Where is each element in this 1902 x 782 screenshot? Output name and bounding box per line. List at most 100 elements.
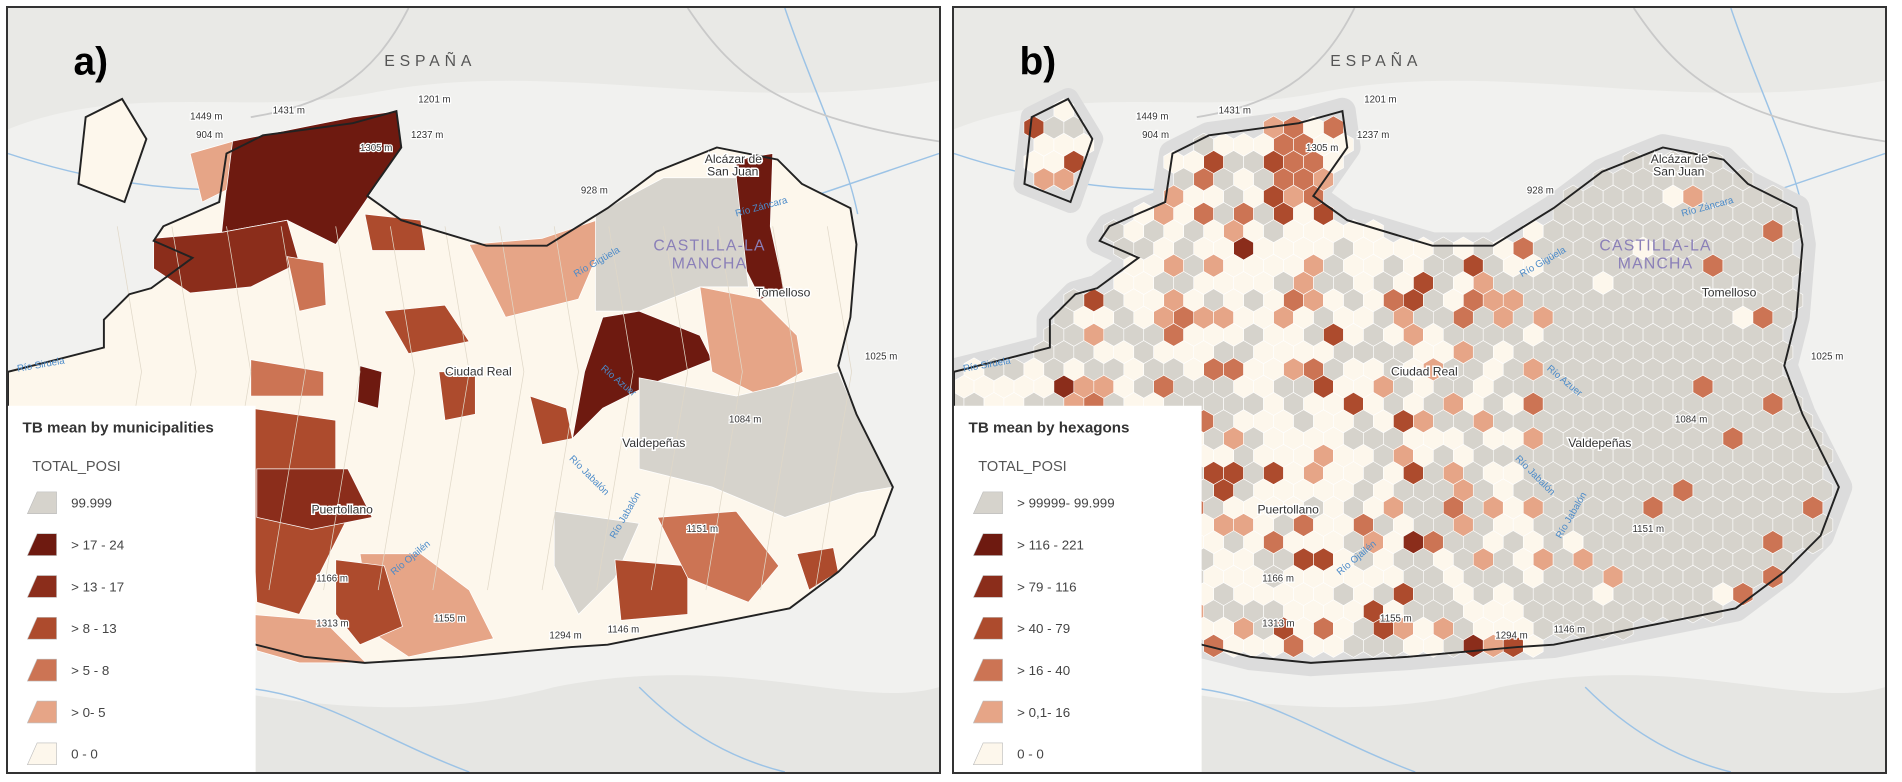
elevation-label: 1237 m (1357, 130, 1389, 141)
relief (8, 8, 939, 130)
road (1632, 8, 1885, 143)
municipal-border (760, 226, 798, 591)
region-label: CASTILLA-LA (653, 238, 765, 255)
elevation-label: 1305 m (1306, 143, 1338, 154)
place-label: Ciudad Real (1391, 364, 1458, 378)
legend-item-label: 0 - 0 (71, 747, 98, 762)
elevation-label: 1305 m (360, 143, 392, 154)
municipal-border (650, 226, 689, 591)
river (226, 686, 470, 772)
legend-swatch (26, 617, 57, 640)
place-label: Puertollano (311, 503, 373, 517)
region-label: CASTILLA-LA (1599, 238, 1711, 255)
enclave (78, 98, 147, 203)
region-label: MANCHA (672, 256, 748, 273)
hexagon (1612, 616, 1634, 641)
legend-item-label: > 0,1- 16 (1017, 705, 1070, 720)
enclave-border (77, 97, 148, 204)
elevation-label: 1431 m (273, 106, 305, 117)
hexagon (1702, 599, 1724, 624)
legend-field: TOTAL_POSI (978, 459, 1066, 475)
legend-swatch (26, 700, 57, 724)
panel-label: b) (1020, 41, 1057, 84)
road (250, 8, 410, 119)
elevation-label: 1294 m (549, 631, 581, 642)
place-label: Valdepeñas (622, 436, 685, 450)
elevation-label: 1155 m (434, 614, 466, 625)
place-label: Alcázar de (705, 152, 763, 166)
panel-label: a) (74, 41, 109, 84)
municipal-border (596, 226, 634, 591)
elevation-label: 1025 m (865, 352, 897, 363)
elevation-label: 904 m (196, 130, 223, 141)
elevation-label: 1146 m (1554, 625, 1586, 636)
place-label: Ciudad Real (445, 364, 512, 378)
elevation-label: 1237 m (411, 130, 443, 141)
municipality (638, 371, 894, 518)
river (1584, 686, 1732, 772)
elevation-label: 1449 m (190, 112, 222, 123)
municipality (335, 559, 403, 646)
municipal-border (377, 226, 415, 591)
legend-swatch (26, 491, 57, 514)
legend-swatch (972, 700, 1003, 724)
legend-swatch (972, 491, 1003, 514)
elevation-label: 1166 m (1262, 574, 1294, 585)
municipality (250, 359, 324, 397)
legend: TB mean by municipalities TOTAL_POSI 99.99… (8, 405, 256, 772)
elevation-label: 1155 m (1380, 614, 1412, 625)
legend-swatch (26, 533, 57, 556)
legend-item-label: > 99999- 99.999 (1017, 496, 1115, 511)
municipal-border (541, 226, 579, 591)
elevation-label: 1084 m (1675, 415, 1707, 426)
legend-item-label: > 5 - 8 (71, 663, 109, 678)
legend-title: TB mean by hexagons (969, 419, 1130, 436)
legend-swatch (26, 575, 57, 598)
municipality (529, 395, 573, 445)
hexagon (1053, 167, 1075, 192)
river (638, 686, 786, 772)
elevation-label: 904 m (1142, 130, 1169, 141)
place-label: Alcázar de (1651, 152, 1709, 166)
elevation-label: 1294 m (1495, 631, 1527, 642)
municipal-border (268, 226, 306, 591)
municipal-border (432, 226, 470, 591)
municipality (153, 219, 300, 294)
elevation-label: 1151 m (687, 524, 719, 535)
legend-item-label: > 16 - 40 (1017, 663, 1070, 678)
municipality (438, 371, 476, 421)
municipality (364, 213, 426, 251)
municipal-border (814, 226, 852, 591)
place-label: Valdepeñas (1568, 436, 1631, 450)
elevation-label: 1201 m (1364, 95, 1396, 106)
place-label: Puertollano (1257, 503, 1319, 517)
municipality (699, 286, 804, 397)
elevation-label: 928 m (1527, 186, 1554, 197)
legend-swatch (972, 575, 1003, 598)
elevation-label: 1084 m (729, 415, 761, 426)
legend-title: TB mean by municipalities (23, 419, 214, 436)
country-label: ESPAÑA (1330, 50, 1422, 70)
legend-swatch (26, 742, 57, 766)
municipality (595, 177, 749, 312)
elevation-label: 1166 m (316, 574, 348, 585)
municipal-border (705, 226, 743, 591)
legend-item-label: 99.999 (71, 496, 112, 511)
legend-item-label: > 17 - 24 (71, 537, 125, 552)
legend-field: TOTAL_POSI (32, 459, 120, 475)
municipality (656, 510, 780, 603)
municipality (357, 365, 383, 409)
legend-item-label: > 13 - 17 (71, 579, 124, 594)
legend-swatch (972, 533, 1003, 556)
legend-swatch (972, 617, 1003, 640)
legend-item-label: > 40 - 79 (1017, 621, 1070, 636)
elevation-label: 1146 m (608, 625, 640, 636)
river (1172, 686, 1416, 772)
elevation-label: 1431 m (1219, 106, 1251, 117)
legend-item-label: > 116 - 221 (1017, 537, 1084, 552)
enclave-border (1023, 97, 1094, 204)
map-panel-a: a) ESPAÑA CASTILLA-LA MANCHA Ciudad Real Puer… (6, 6, 941, 774)
municipality (286, 256, 327, 312)
